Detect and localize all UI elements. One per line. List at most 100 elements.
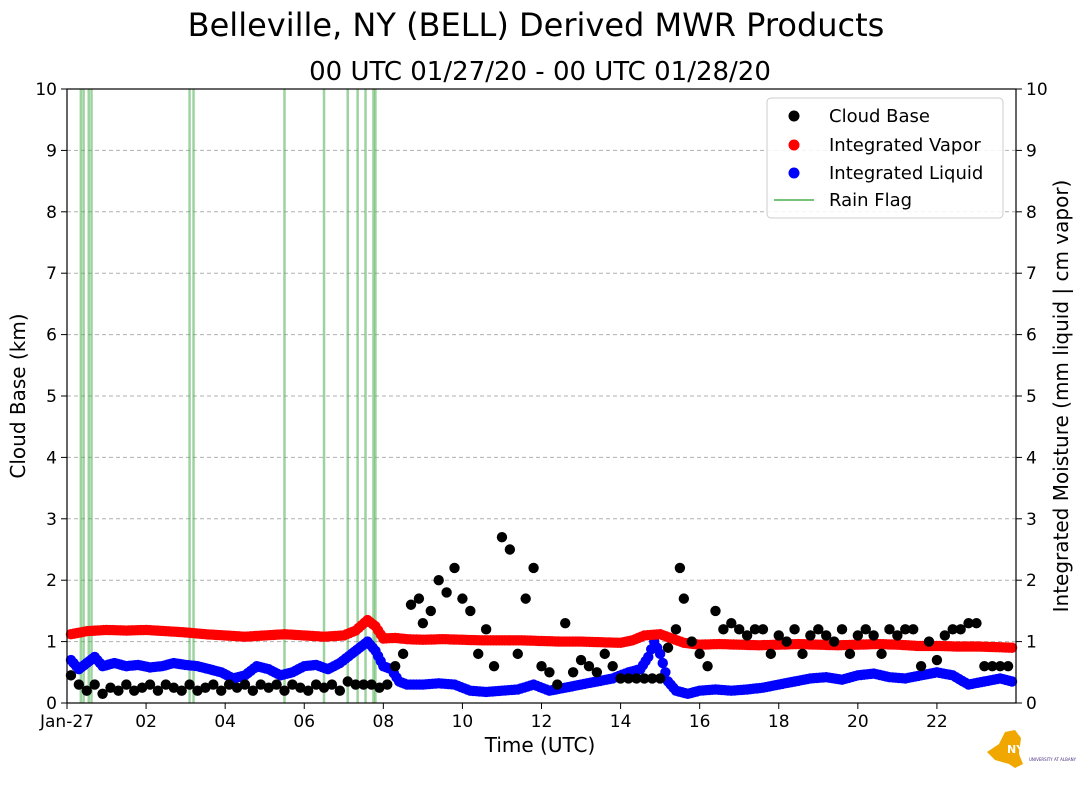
cloud-base-point [844, 648, 856, 660]
legend-label-cloud-base: Cloud Base [829, 106, 930, 127]
cloud-base-point [303, 685, 314, 696]
y-tick-label-right: 1 [1026, 633, 1037, 653]
cloud-base-point [797, 648, 808, 660]
cloud-base-point [433, 575, 444, 586]
cloud-base-point [678, 593, 690, 604]
legend-marker-liquid [788, 167, 800, 179]
cloud-base-point [97, 688, 108, 699]
cloud-base-point [81, 685, 92, 696]
cloud-base-point [160, 679, 172, 690]
y-tick-label-right: 0 [1026, 694, 1037, 714]
cloud-base-point [65, 670, 77, 681]
cloud-base-point [963, 617, 974, 629]
x-tick-label: Jan-27 [39, 712, 94, 732]
cloud-base-point [488, 660, 500, 672]
cloud-base-point [670, 624, 682, 635]
cloud-base-point [287, 679, 298, 690]
cloud-base-point [718, 624, 729, 635]
cloud-base-point [520, 593, 531, 604]
cloud-base-point [89, 679, 100, 690]
cloud-base-point [923, 636, 935, 647]
cloud-base-point [350, 679, 361, 690]
cloud-base-point [366, 679, 377, 690]
gridlines [67, 149, 1016, 643]
y-tick-label-left: 5 [46, 387, 57, 407]
y-tick-label-right: 3 [1026, 510, 1037, 530]
cloud-base-point [192, 685, 203, 696]
y-tick-label-left: 8 [46, 203, 57, 223]
cloud-base-point [279, 685, 290, 696]
x-tick-label: 02 [135, 712, 157, 732]
cloud-base-point [662, 642, 674, 653]
cloud-base-point [607, 660, 618, 672]
cloud-base-point [247, 685, 259, 696]
y-tick-label-left: 7 [46, 264, 57, 284]
cloud-base-point [176, 685, 187, 696]
cloud-base-point [73, 679, 85, 690]
cloud-base-point [473, 648, 484, 660]
cloud-base-point [334, 685, 346, 696]
cloud-base-point [907, 624, 919, 635]
cloud-base-point [599, 648, 610, 660]
cloud-base-point [654, 673, 666, 684]
cloud-base-point [263, 682, 274, 693]
chart-subtitle: 00 UTC 01/27/20 - 00 UTC 01/28/20 [309, 57, 771, 87]
logo-text: NYS Mesonet [1007, 743, 1080, 756]
y-tick-label-left: 1 [46, 633, 57, 653]
y-tick-label-left: 2 [46, 571, 57, 591]
cloud-base-point [512, 648, 523, 660]
cloud-base-point [567, 667, 579, 678]
cloud-base-point [631, 673, 642, 684]
integrated-liquid-point [1006, 676, 1018, 687]
ny-state-shape-icon [987, 730, 1023, 768]
cloud-base-point [113, 685, 124, 696]
cloud-base-point [231, 682, 243, 693]
y-tick-label-left: 6 [46, 326, 57, 346]
legend-marker-vapor [788, 139, 800, 151]
cloud-base-point [528, 562, 539, 574]
rain-flag-lines [79, 89, 377, 703]
cloud-base-point [200, 682, 211, 693]
y-tick-label-right: 5 [1026, 387, 1037, 407]
cloud-base-point [931, 654, 943, 666]
cloud-base-point [821, 630, 832, 641]
cloud-base-point [496, 532, 508, 543]
y-tick-label-right: 8 [1026, 203, 1037, 223]
cloud-base-point [639, 673, 650, 684]
cloud-base-point [105, 682, 116, 693]
logo-subtext: UNIVERSITY AT ALBANY [1029, 757, 1077, 762]
x-tick-label: 16 [689, 712, 711, 732]
cloud-base-point [326, 679, 338, 690]
chart-title: Belleville, NY (BELL) Derived MWR Produc… [188, 6, 885, 44]
cloud-base-point [884, 624, 895, 635]
cloud-base-point [480, 624, 492, 635]
cloud-base-point [504, 544, 516, 555]
cloud-base-point [591, 667, 603, 678]
cloud-base-point [560, 617, 571, 629]
cloud-base-point [552, 679, 563, 690]
legend-label-rain-flag: Rain Flag [829, 190, 912, 211]
cloud-base-point [144, 679, 156, 690]
cloud-base-point [726, 617, 737, 629]
cloud-base-point [295, 682, 306, 693]
cloud-base-point [255, 679, 266, 690]
cloud-base-point [208, 679, 219, 690]
y-axis-left-label: Cloud Base (km) [6, 313, 30, 478]
y-tick-label-left: 4 [46, 448, 57, 468]
cloud-base-point [536, 660, 547, 672]
y-tick-label-right: 10 [1026, 80, 1048, 100]
cloud-base-point [136, 682, 148, 693]
cloud-base-point [449, 562, 460, 574]
integrated-vapor-point [1006, 642, 1018, 653]
y-tick-label-right: 7 [1026, 264, 1037, 284]
cloud-base-point [955, 624, 966, 635]
cloud-base-point [813, 624, 824, 635]
cloud-base-point [389, 660, 401, 672]
y-tick-label-right: 2 [1026, 571, 1037, 591]
x-tick-label: 04 [214, 712, 236, 732]
cloud-base-point [342, 676, 353, 687]
x-tick-label: 20 [847, 712, 869, 732]
integrated-liquid-point [657, 657, 668, 669]
y-tick-label-left: 0 [46, 694, 57, 714]
